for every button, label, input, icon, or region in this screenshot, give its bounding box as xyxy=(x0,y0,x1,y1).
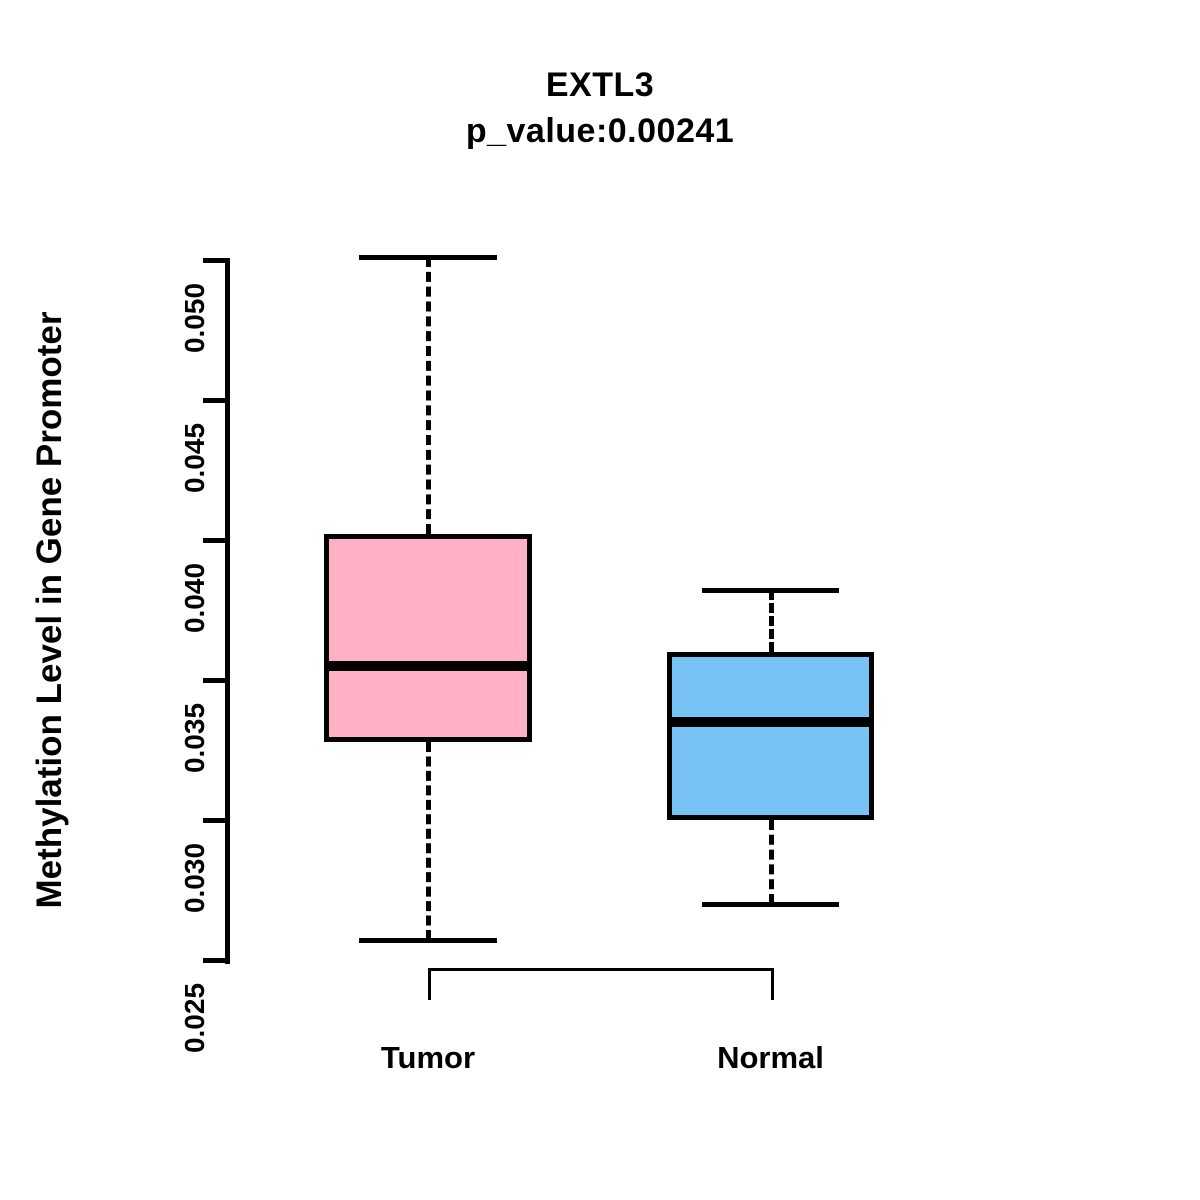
box-tumor xyxy=(324,534,532,742)
whisker-cap-upper-normal xyxy=(702,588,839,594)
y-axis-tick xyxy=(203,258,227,263)
median-line-tumor xyxy=(324,661,532,671)
whisker-cap-upper-tumor xyxy=(359,255,497,261)
y-axis-tick xyxy=(203,818,227,823)
y-axis-tick-label: 0.045 xyxy=(179,422,210,494)
x-axis-tick xyxy=(770,968,774,1000)
p-value-subtitle: p_value:0.00241 xyxy=(465,112,735,150)
whisker-upper-normal xyxy=(768,590,774,652)
x-axis-label-normal: Normal xyxy=(717,1040,824,1075)
y-axis-line xyxy=(225,258,230,964)
y-axis-tick-label: 0.030 xyxy=(179,842,210,914)
y-axis-tick-label: 0.025 xyxy=(179,982,210,1054)
y-axis-tick xyxy=(203,678,227,683)
y-axis-tick-label: 0.040 xyxy=(179,562,210,634)
y-axis-tick xyxy=(203,958,227,963)
y-axis-tick xyxy=(203,538,227,543)
whisker-lower-tumor xyxy=(426,741,431,941)
whisker-cap-lower-tumor xyxy=(359,938,497,944)
median-line-normal xyxy=(667,717,874,727)
whisker-upper-tumor xyxy=(426,257,431,535)
chart-title-block: EXTL3 p_value:0.00241 xyxy=(0,62,1200,154)
box-normal xyxy=(667,652,874,820)
x-axis-label-tumor: Tumor xyxy=(380,1040,476,1075)
y-axis-tick xyxy=(203,398,227,403)
y-axis-tick-label: 0.050 xyxy=(179,282,210,354)
y-axis-title: Methylation Level in Gene Promoter xyxy=(30,311,69,909)
y-axis-tick-label: 0.035 xyxy=(179,702,210,774)
page-title: EXTL3 xyxy=(545,66,655,104)
x-axis-line xyxy=(428,968,771,971)
x-axis-tick xyxy=(428,968,431,1000)
whisker-cap-lower-normal xyxy=(702,902,839,907)
whisker-lower-normal xyxy=(768,820,774,904)
